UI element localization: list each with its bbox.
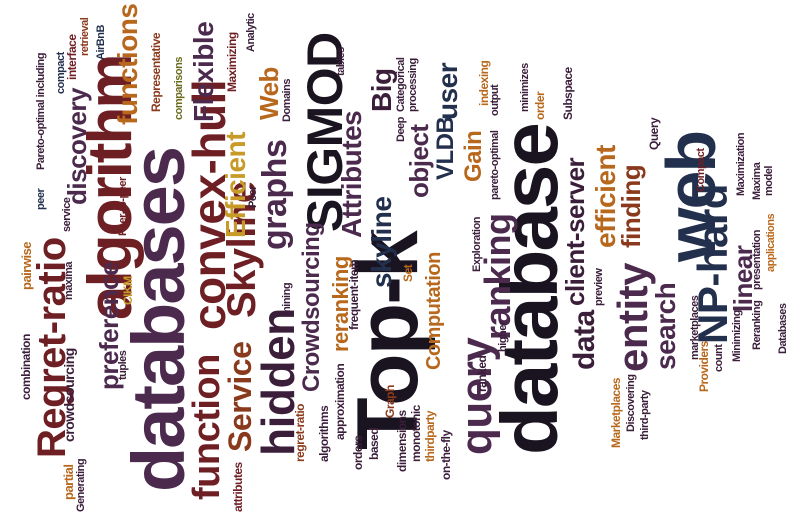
- word-efficient: Efficient: [220, 132, 251, 238]
- word-tables: tables: [335, 47, 347, 76]
- word-service: Service: [222, 341, 258, 452]
- word-combination: combination: [19, 334, 33, 400]
- word-dimensions: dimensions: [395, 410, 409, 472]
- word-processing: processing: [407, 58, 419, 112]
- word-third-party: third-party: [639, 390, 651, 441]
- word-cikm: CIKM: [121, 276, 135, 305]
- word-mining: mining: [281, 282, 293, 316]
- word-search: search: [650, 282, 681, 370]
- word-crowdsourcing: Crowdsourcing: [298, 222, 325, 392]
- word-peer-2: Peer: [247, 186, 259, 208]
- word-crowdsourcing-2: crowdsourcing: [61, 348, 77, 442]
- word-query-2: Query: [647, 117, 661, 150]
- word-comparisons: comparisons: [173, 57, 185, 120]
- word-applications: applications: [765, 213, 777, 272]
- word-marketplaces-2: Marketplaces: [609, 377, 623, 448]
- word-client-server: client-server: [560, 157, 590, 306]
- word-on-the-fly: on-the-fly: [439, 430, 453, 480]
- word-monotonic: monotonic: [409, 405, 423, 462]
- word-user: user: [432, 62, 463, 120]
- word-databases-2: Databases: [777, 303, 789, 354]
- word-entity: entity: [609, 262, 656, 372]
- word-flexible: Flexible: [188, 21, 219, 122]
- word-vldb: VLDB: [432, 116, 459, 180]
- word-big: Big: [366, 68, 397, 112]
- word-presentation: presentation: [751, 229, 763, 290]
- word-orders: orders: [351, 435, 365, 470]
- word-higher: higher: [497, 321, 509, 352]
- word-discovering: Discovering: [625, 374, 637, 432]
- word-pareto-including: Pareto-optimal including: [35, 53, 47, 170]
- word-pairwise: pairwise: [19, 241, 34, 290]
- word-exploration: Exploration: [471, 216, 483, 272]
- word-set: Set: [401, 264, 415, 282]
- word-maximization: Maximization: [735, 132, 747, 196]
- word-analytic: Analytic: [245, 13, 257, 52]
- word-functions: functions: [112, 3, 143, 126]
- word-airbnb: AirBnB: [95, 25, 107, 60]
- word-categorical: Categorical: [395, 57, 407, 112]
- word-based: based: [367, 427, 381, 460]
- word-count: count: [713, 344, 725, 372]
- word-minimizing: Minimizing: [731, 310, 743, 362]
- word-regret-ratio-2: regret-ratio: [293, 403, 307, 462]
- word-frequent-item: frequent-item: [347, 259, 361, 330]
- word-maxima-2: Maxima: [751, 162, 763, 200]
- word-model: model: [763, 166, 775, 196]
- word-peer: peer: [35, 188, 47, 210]
- word-discovery: discovery: [62, 88, 92, 205]
- word-finding: finding: [616, 164, 646, 248]
- word-representative: Representative: [149, 32, 163, 112]
- word-thirdparty: thirdparty: [423, 410, 437, 462]
- word-partial: partial: [61, 464, 76, 500]
- word-computation: Computation: [423, 252, 445, 370]
- word-maximizing: Maximizing: [225, 32, 239, 92]
- word-attributes: Attributes: [336, 110, 367, 238]
- word-peer-to-peer: Peer-to-peer: [117, 177, 129, 236]
- word-gain: Gain: [460, 130, 487, 182]
- word-skyline-2: skyline: [366, 196, 397, 288]
- word-attributes-2: attributes: [231, 462, 245, 512]
- word-minimizes: minimizes: [519, 63, 531, 112]
- word-subspace: Subspace: [561, 67, 575, 120]
- word-algorithms: algorithms: [317, 405, 331, 462]
- word-domains: Domains: [281, 79, 293, 122]
- word-approximation: approximation: [333, 363, 347, 440]
- word-ranked: ranked: [475, 355, 489, 392]
- word-output: output: [489, 84, 501, 116]
- word-deep: Deep: [395, 117, 407, 142]
- word-providers: Providers: [697, 341, 711, 392]
- word-web-2: Web: [254, 67, 284, 120]
- word-tuples: tuples: [117, 350, 129, 380]
- word-data: data: [568, 310, 601, 370]
- word-compact: compact: [55, 52, 67, 94]
- word-maxima: maxima: [63, 262, 75, 300]
- word-function: function: [186, 354, 228, 500]
- word-retrieval: retrieval: [79, 17, 91, 56]
- word-graphs: graphs: [256, 139, 294, 250]
- word-interface: interface: [65, 34, 79, 80]
- word-preview: preview: [593, 268, 605, 306]
- word-object: object: [404, 124, 434, 198]
- word-reranking-2: Reranking: [751, 300, 763, 350]
- word-generating: Generating: [75, 458, 87, 512]
- word-service-2: service: [61, 197, 73, 232]
- word-order: order: [533, 91, 547, 120]
- word-compact-2: Compact: [695, 148, 707, 192]
- word-pareto-optimal: pareto-optimal: [489, 130, 501, 200]
